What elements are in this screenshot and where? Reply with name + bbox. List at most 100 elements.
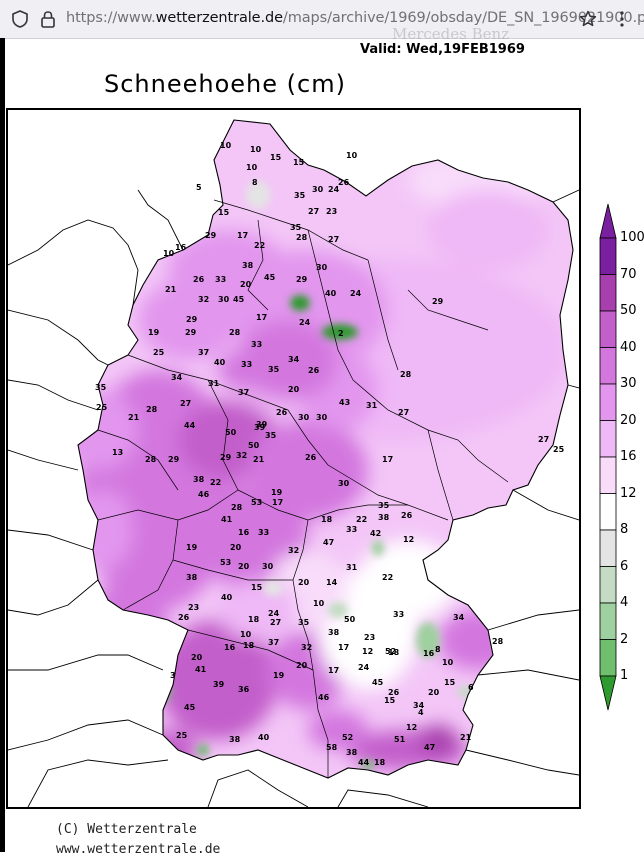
station-value: 16 bbox=[238, 528, 250, 537]
station-value: 25 bbox=[153, 348, 165, 357]
snow-fill-layer bbox=[78, 120, 573, 778]
legend-label: 70 bbox=[620, 266, 637, 282]
legend-swatch bbox=[599, 639, 617, 677]
station-value: 37 bbox=[268, 638, 279, 647]
station-value: 30 bbox=[298, 413, 310, 422]
station-value: 19 bbox=[186, 543, 198, 552]
station-value: 34 bbox=[171, 373, 183, 382]
station-value: 27 bbox=[398, 408, 409, 417]
station-value: 43 bbox=[339, 398, 350, 407]
station-value: 24 bbox=[350, 289, 362, 298]
station-value: 28 bbox=[229, 328, 241, 337]
station-value: 46 bbox=[318, 693, 330, 702]
station-value: 39 bbox=[256, 420, 268, 429]
station-value: 26 bbox=[305, 453, 317, 462]
station-value: 2 bbox=[338, 329, 344, 338]
low-snow-area bbox=[197, 744, 209, 756]
station-value: 28 bbox=[492, 637, 504, 646]
station-value: 28 bbox=[400, 370, 412, 379]
station-value: 26 bbox=[193, 275, 205, 284]
low-snow-area bbox=[328, 602, 348, 618]
legend-label: 6 bbox=[620, 558, 629, 574]
station-value: 20 bbox=[428, 688, 440, 697]
legend-label: 50 bbox=[620, 303, 637, 318]
station-value: 20 bbox=[191, 653, 203, 662]
station-value: 10 bbox=[442, 658, 454, 667]
station-value: 42 bbox=[370, 529, 381, 538]
station-value: 8 bbox=[435, 645, 441, 654]
station-value: 41 bbox=[221, 515, 233, 524]
legend-label: 2 bbox=[620, 631, 629, 647]
legend-swatch bbox=[599, 383, 617, 421]
low-snow-area bbox=[290, 295, 310, 311]
station-value: 19 bbox=[148, 328, 160, 337]
station-value: 15 bbox=[293, 158, 305, 167]
station-value: 51 bbox=[394, 735, 406, 744]
station-value: 25 bbox=[96, 403, 108, 412]
snow-depth-area bbox=[308, 710, 368, 750]
station-value: 10 bbox=[246, 163, 258, 172]
station-value: 29 bbox=[186, 315, 198, 324]
low-snow-area bbox=[322, 324, 358, 340]
snow-depth-area bbox=[418, 725, 458, 755]
station-value: 16 bbox=[423, 649, 435, 658]
legend-swatch bbox=[599, 420, 617, 458]
station-value: 23 bbox=[188, 603, 199, 612]
station-value: 29 bbox=[185, 328, 197, 337]
station-value: 14 bbox=[326, 578, 338, 587]
station-value: 33 bbox=[258, 528, 269, 537]
credit-line-1: (C) Wetterzentrale bbox=[56, 822, 197, 837]
station-value: 46 bbox=[198, 490, 210, 499]
star-icon[interactable] bbox=[578, 9, 598, 29]
lock-icon[interactable] bbox=[38, 9, 58, 29]
image-left-edge bbox=[0, 38, 5, 852]
station-value: 24 bbox=[299, 318, 311, 327]
legend-label: 12 bbox=[620, 485, 637, 501]
station-value: 29 bbox=[432, 297, 444, 306]
station-value: 39 bbox=[254, 423, 266, 432]
station-value: 28 bbox=[296, 233, 308, 242]
legend-swatch bbox=[599, 493, 617, 531]
legend-label: 20 bbox=[620, 412, 637, 428]
station-value: 38 bbox=[193, 475, 205, 484]
station-value: 39 bbox=[213, 680, 225, 689]
station-value: 30 bbox=[218, 295, 230, 304]
station-value: 20 bbox=[238, 562, 250, 571]
station-value: 20 bbox=[298, 578, 310, 587]
station-value: 22 bbox=[382, 573, 393, 582]
station-value: 44 bbox=[184, 421, 196, 430]
legend-label: 1 bbox=[620, 668, 629, 683]
station-value: 45 bbox=[264, 273, 276, 282]
station-value: 31 bbox=[366, 401, 378, 410]
station-value: 10 bbox=[250, 145, 262, 154]
snow-depth-area bbox=[78, 490, 133, 570]
shield-icon[interactable] bbox=[10, 9, 30, 29]
station-value: 17 bbox=[382, 455, 393, 464]
station-value: 20 bbox=[240, 280, 252, 289]
url-bar[interactable]: https://www.wetterzentrale.de/maps/archi… bbox=[66, 10, 644, 26]
kebab-menu-icon[interactable] bbox=[612, 9, 632, 29]
station-value: 20 bbox=[288, 385, 300, 394]
station-value: 29 bbox=[168, 455, 180, 464]
station-value: 27 bbox=[538, 435, 549, 444]
station-value: 25 bbox=[553, 445, 565, 454]
station-value: 40 bbox=[221, 593, 233, 602]
station-value: 45 bbox=[372, 678, 384, 687]
station-value: 18 bbox=[388, 648, 400, 657]
station-value: 3 bbox=[170, 671, 176, 680]
snow-depth-area bbox=[158, 620, 278, 740]
station-value: 28 bbox=[146, 405, 158, 414]
station-value: 23 bbox=[326, 207, 337, 216]
station-value: 21 bbox=[128, 413, 140, 422]
low-snow-area bbox=[263, 580, 283, 596]
snow-depth-area bbox=[218, 580, 298, 640]
station-value: 24 bbox=[328, 185, 340, 194]
station-value: 35 bbox=[265, 431, 277, 440]
station-value: 10 bbox=[163, 249, 175, 258]
station-value: 10 bbox=[220, 141, 232, 150]
legend-swatch bbox=[599, 274, 617, 312]
legend-swatch bbox=[599, 602, 617, 640]
low-snow-area bbox=[416, 622, 440, 658]
low-snow-area bbox=[246, 181, 270, 209]
legend-top-arrow bbox=[599, 203, 617, 239]
